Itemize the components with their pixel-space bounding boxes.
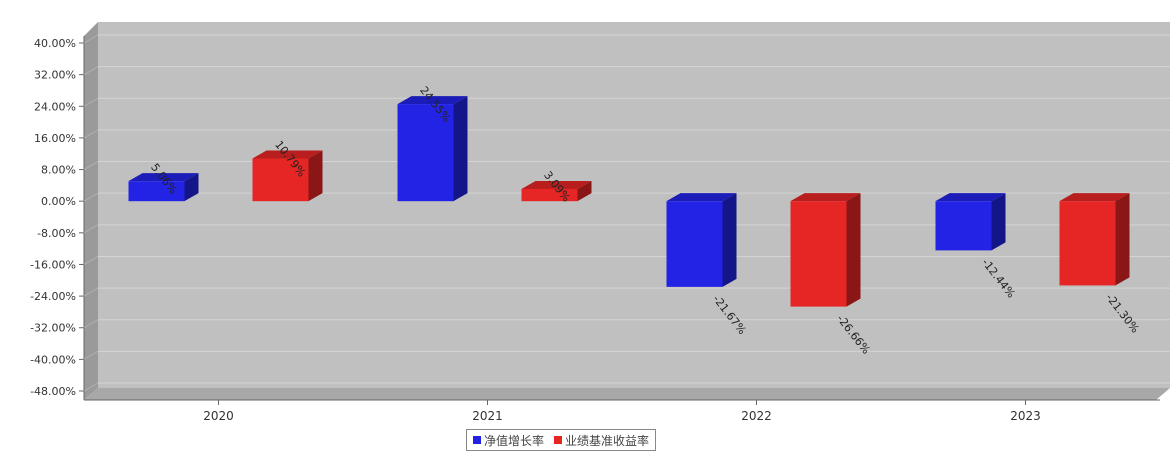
- y-tick-label: 24.00%: [34, 100, 76, 113]
- bar: [521, 188, 578, 202]
- bar-top: [666, 193, 737, 202]
- bar: [790, 201, 847, 307]
- bar-top: [790, 193, 861, 202]
- y-tick-label: -32.00%: [30, 322, 76, 335]
- gridline-side: [83, 192, 99, 202]
- bar-side: [577, 180, 592, 202]
- plot-floor: [84, 388, 1170, 400]
- legend-label-benchmark-return: 业绩基准收益率: [565, 433, 650, 448]
- bar-side: [991, 193, 1006, 251]
- y-tick-label: 8.00%: [41, 164, 76, 177]
- gridline-side: [83, 287, 99, 297]
- y-tick-label: -8.00%: [37, 227, 76, 240]
- gridline-side: [83, 97, 99, 107]
- gridline-side: [83, 382, 99, 392]
- y-tick-label: -24.00%: [30, 290, 76, 303]
- x-tick-label: 2023: [1010, 409, 1041, 423]
- bar-top: [128, 173, 199, 182]
- y-tick-label: 16.00%: [34, 132, 76, 145]
- bar: [128, 181, 185, 202]
- bar: [935, 201, 992, 251]
- y-tick-label: -40.00%: [30, 353, 76, 366]
- bar: [1059, 201, 1116, 286]
- gridline-side: [83, 319, 99, 329]
- y-tick-label: 40.00%: [34, 37, 76, 50]
- gridline-side: [83, 66, 99, 76]
- gridline-side: [83, 161, 99, 170]
- bar-top: [521, 180, 592, 189]
- legend-swatch-nav-growth: [473, 436, 481, 444]
- bar-top: [252, 150, 323, 159]
- bar-top: [1059, 193, 1130, 202]
- x-tick-label: 2020: [203, 409, 234, 423]
- bar-side: [184, 173, 199, 202]
- gridline-side: [83, 256, 99, 265]
- x-axis-ticks: 2020 2021 2022 2023: [203, 400, 1041, 423]
- plot-side-wall: [84, 22, 98, 400]
- gridline-side: [83, 224, 99, 234]
- gridline-side: [83, 350, 99, 360]
- plot-back-wall: [98, 22, 1170, 388]
- y-tick-label: -16.00%: [30, 258, 76, 271]
- legend-item-nav-growth: 净值增长率: [473, 432, 544, 449]
- bar-side: [722, 193, 737, 287]
- x-tick-label: 2021: [472, 409, 503, 423]
- gridline-side: [83, 34, 99, 44]
- gridline-side: [83, 129, 99, 139]
- y-tick-label: 0.00%: [41, 195, 76, 208]
- legend-item-benchmark-return: 业绩基准收益率: [554, 432, 649, 449]
- bar-side: [308, 150, 323, 202]
- legend: 净值增长率 业绩基准收益率: [466, 429, 657, 451]
- bar: [397, 104, 454, 202]
- bar-side: [1115, 193, 1130, 286]
- y-tick-label: 32.00%: [34, 69, 76, 82]
- y-axis-ticks: 40.00% 32.00% 24.00% 16.00% 8.00% 0.00% -8.00%…: [30, 37, 84, 398]
- bars: [128, 96, 1130, 307]
- x-tick-label: 2022: [741, 409, 772, 423]
- bar: [252, 158, 309, 202]
- bar-side: [453, 96, 468, 202]
- legend-label-nav-growth: 净值增长率: [484, 433, 545, 448]
- legend-swatch-benchmark-return: [554, 436, 563, 444]
- y-tick-label: -48.00%: [30, 385, 76, 398]
- bar-top: [935, 193, 1006, 202]
- bar-side: [846, 193, 861, 307]
- bar: [666, 201, 723, 287]
- bar-top: [397, 96, 468, 105]
